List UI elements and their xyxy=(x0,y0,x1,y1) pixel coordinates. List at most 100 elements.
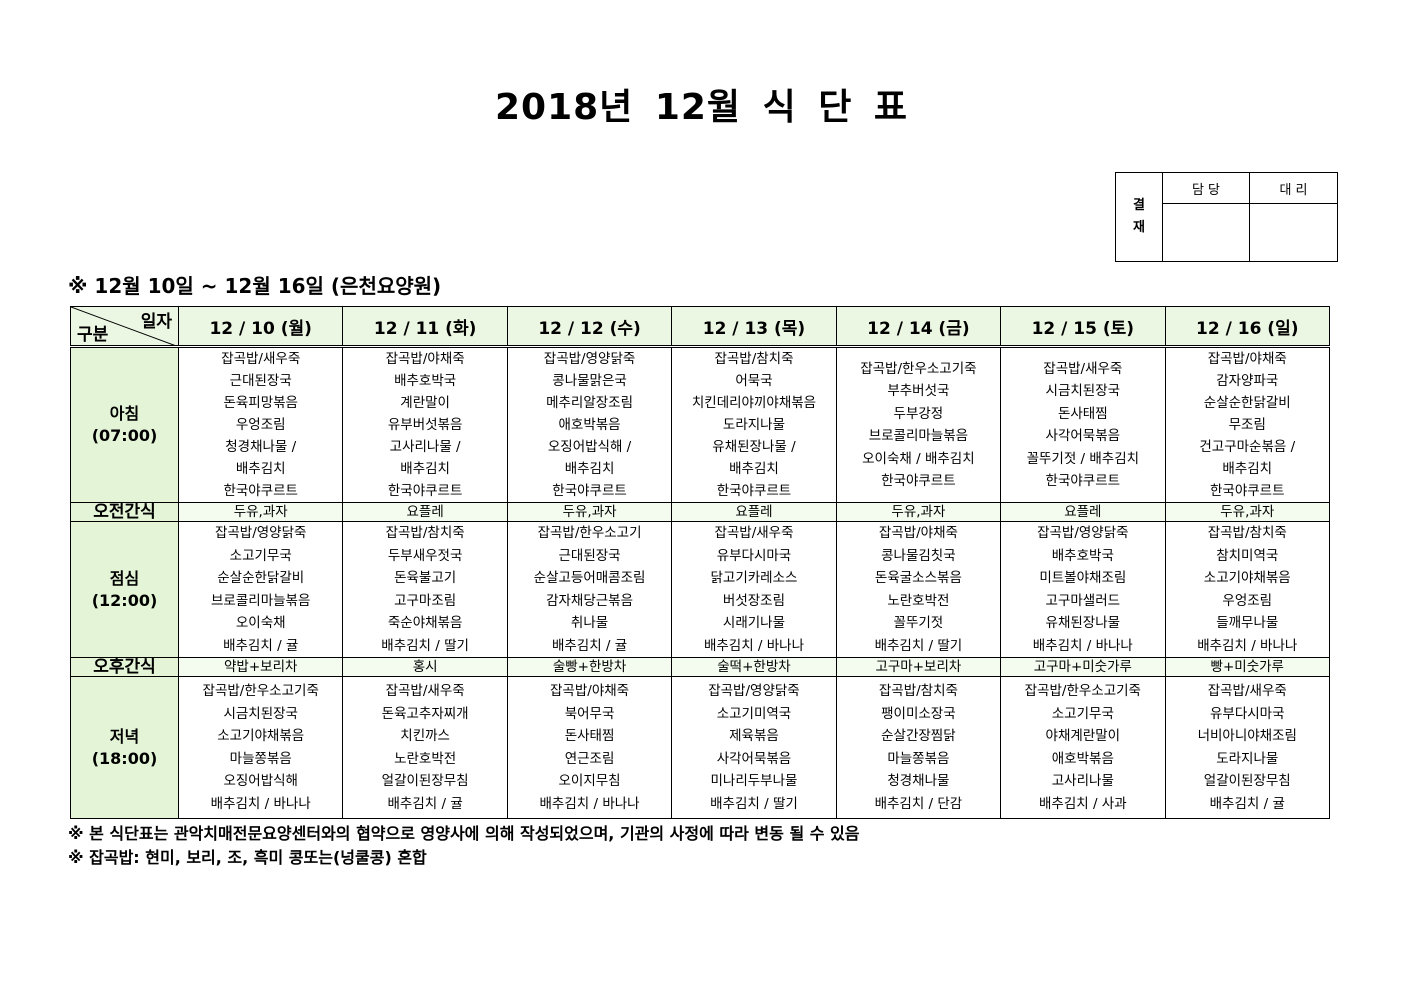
menu-item: 돈육고추자찌개 xyxy=(381,705,469,722)
footnote: ※ 본 식단표는 관악치매전문요양센터와의 협약으로 영양사에 의해 작성되었으… xyxy=(68,824,860,843)
menu-cell: 잡곡밥/새우죽 근대된장국 돈육피망볶음 우엉조림 청경채나물 / 배추김치 한국야쿠르트 xyxy=(177,346,344,503)
menu-item: 잡곡밥/한우소고기죽 xyxy=(1024,683,1141,699)
menu-item: 두유,과자 xyxy=(891,504,946,520)
menu-item: 배추김치 / 바나나 xyxy=(539,795,640,812)
row-label-text: 오후간식 xyxy=(93,657,156,677)
menu-cell: 두유,과자 xyxy=(835,502,1002,522)
footnote: ※ 잡곡밥: 현미, 보리, 조, 흑미 콩또는(넝쿨콩) 혼합 xyxy=(68,848,427,867)
menu-item: 잡곡밥/한우소고기죽 xyxy=(202,683,319,699)
menu-cell: 잡곡밥/한우소고기죽 시금치된장국 소고기야채볶음 마늘쫑볶음 오징어밥식해 배추김치 /… xyxy=(177,676,344,819)
menu-item: 고구마샐러드 xyxy=(1045,592,1121,609)
menu-item: 어묵국 xyxy=(735,373,773,389)
menu-item: 버섯장조림 xyxy=(722,592,786,609)
menu-item: 마늘쫑볶음 xyxy=(229,750,292,767)
menu-item: 배추김치 / 사과 xyxy=(1038,795,1127,812)
menu-cell: 잡곡밥/영양닭죽 소고기무국 순살순한닭갈비 브로콜리마늘볶음 오이숙채 배추김치 / 귤 xyxy=(177,521,344,658)
approval-col-manager: 담 당 xyxy=(1162,172,1250,204)
menu-item: 잡곡밥/새우죽 xyxy=(221,351,301,367)
snack-row: 오전간식 두유,과자 요플레 두유,과자 요플레 두유,과자 요플레 두유,과자 xyxy=(70,502,1331,522)
menu-item: 우엉조림 xyxy=(1222,592,1273,609)
week-subtitle: ※ 12월 10일 ~ 12월 16일 (은천요양원) xyxy=(68,274,442,298)
menu-item: 잡곡밥/한우소고기 xyxy=(537,525,642,541)
menu-cell: 잡곡밥/참치죽 팽이미소장국 순살간장찜닭 마늘쫑볶음 청경채나물 배추김치 / 단감 xyxy=(835,676,1002,819)
menu-item: 배추김치 xyxy=(400,461,450,477)
menu-item: 꼴뚜기젓 xyxy=(893,615,944,631)
menu-cell: 빵+미숫가루 xyxy=(1164,657,1331,677)
row-label-text: 점심 xyxy=(109,568,140,588)
menu-cell: 홍시 xyxy=(342,657,508,677)
approval-label: 결 재 xyxy=(1115,172,1163,262)
menu-item: 콩나물김칫국 xyxy=(881,547,956,564)
approval-box: 결 재 담 당 대 리 xyxy=(1115,172,1338,262)
menu-item: 술빵+한방차 xyxy=(552,659,627,675)
menu-item: 배추김치 / 딸기 xyxy=(381,637,469,654)
menu-item: 요플레 xyxy=(735,504,773,520)
diagonal-line xyxy=(71,307,171,344)
menu-item: 시금치된장국 xyxy=(223,705,298,722)
menu-item: 잡곡밥/영양닭죽 xyxy=(214,525,307,541)
menu-item: 고구마+미숫가루 xyxy=(1033,659,1132,675)
menu-item: 북어무국 xyxy=(564,705,615,722)
menu-item: 닭고기카레소스 xyxy=(710,570,798,586)
meal-table: 일자 구분 12 / 10 (월) 12 / 11 (화) 12 / 12 (수) 1… xyxy=(70,306,1331,819)
row-label: 오전간식 xyxy=(70,502,179,522)
table-header-row: 일자 구분 12 / 10 (월) 12 / 11 (화) 12 / 12 (수) 1… xyxy=(70,306,1331,348)
menu-item: 유부버섯볶음 xyxy=(387,417,463,433)
menu-item: 배추김치 / 단감 xyxy=(874,795,963,812)
menu-item: 애호박볶음 xyxy=(558,417,621,433)
menu-item: 시래기나물 xyxy=(722,615,786,631)
page-title: 2018년 12월 식 단 표 xyxy=(494,87,909,128)
menu-item: 브로콜리마늘볶음 xyxy=(868,428,969,444)
menu-item: 참치미역국 xyxy=(1216,547,1279,564)
menu-item: 두부새우젓국 xyxy=(387,547,463,564)
menu-item: 사각어묵볶음 xyxy=(1045,428,1121,444)
menu-item: 홍시 xyxy=(412,659,438,675)
menu-item: 순살순한닭갈비 xyxy=(217,570,305,586)
menu-cell: 잡곡밥/참치죽 참치미역국 소고기야채볶음 우엉조림 들깨무나물 배추김치 / 바나나 xyxy=(1164,521,1331,658)
meal-row: 점심 (12:00) 잡곡밥/영양닭죽 소고기무국 순살순한닭갈비 브로콜리마늘볶음 오이숙… xyxy=(70,521,1331,658)
approval-sign-manager[interactable] xyxy=(1162,203,1250,262)
menu-item: 연근조림 xyxy=(564,750,615,767)
menu-cell: 두유,과자 xyxy=(1164,502,1331,522)
row-label-text: 오전간식 xyxy=(93,502,156,522)
menu-item: 오징어밥식해 / xyxy=(547,439,632,455)
menu-item: 야채계란말이 xyxy=(1045,728,1121,744)
menu-cell: 잡곡밥/영양닭죽 배추호박국 미트볼야채조림 고구마샐러드 유채된장나물 배추김치 / 바… xyxy=(1000,521,1166,658)
menu-item: 오징어밥식해 xyxy=(223,773,298,789)
menu-item: 고구마조림 xyxy=(394,592,457,609)
menu-item: 배추김치 xyxy=(235,461,286,477)
menu-item: 소고기미역국 xyxy=(716,705,792,722)
approval-sign-deputy[interactable] xyxy=(1249,203,1338,262)
menu-item: 고사리나물 xyxy=(1051,773,1114,789)
menu-item: 배추호박국 xyxy=(394,373,457,389)
menu-item: 잡곡밥/야채죽 xyxy=(385,351,465,367)
menu-item: 잡곡밥/참치죽 xyxy=(878,683,958,699)
row-label: 아침 (07:00) xyxy=(70,346,179,503)
menu-item: 오이숙채 xyxy=(235,615,286,631)
day-header: 12 / 10 (월) xyxy=(177,306,344,348)
approval-label-line: 재 xyxy=(1133,220,1145,235)
menu-item: 잡곡밥/새우죽 xyxy=(714,525,794,541)
menu-item: 한국야쿠르트 xyxy=(387,483,463,499)
menu-item: 배추김치 / 딸기 xyxy=(710,795,798,812)
menu-item: 미나리두부나물 xyxy=(710,773,798,789)
day-header: 12 / 12 (수) xyxy=(506,306,673,348)
menu-item: 배추김치 xyxy=(564,461,615,477)
row-label-text: 아침 xyxy=(109,404,140,423)
menu-item: 요플레 xyxy=(406,504,444,520)
menu-item: 부추버섯국 xyxy=(887,383,950,399)
menu-item: 소고기무국 xyxy=(1051,705,1114,722)
row-label-text: (07:00) xyxy=(91,426,158,445)
row-label-text: 저녁 xyxy=(109,726,140,746)
row-label: 점심 (12:00) xyxy=(70,521,179,658)
menu-item: 잡곡밥/새우죽 xyxy=(1043,360,1123,377)
menu-cell: 잡곡밥/영양닭죽 소고기미역국 제육볶음 사각어묵볶음 미나리두부나물 배추김치 / 딸기 xyxy=(671,676,837,819)
menu-item: 애호박볶음 xyxy=(1051,750,1114,767)
menu-cell: 잡곡밥/참치죽 두부새우젓국 돈육불고기 고구마조림 죽순야채볶음 배추김치 / 딸기 xyxy=(342,521,508,658)
menu-item: 돈육피망볶음 xyxy=(223,395,298,411)
row-label-text: (12:00) xyxy=(91,590,158,610)
menu-item: 순살순한닭갈비 xyxy=(1203,395,1291,411)
menu-item: 배추김치 / 귤 xyxy=(1209,795,1285,812)
menu-cell: 잡곡밥/야채죽 북어무국 돈사태찜 연근조림 오이지무침 배추김치 / 바나나 xyxy=(506,676,673,819)
